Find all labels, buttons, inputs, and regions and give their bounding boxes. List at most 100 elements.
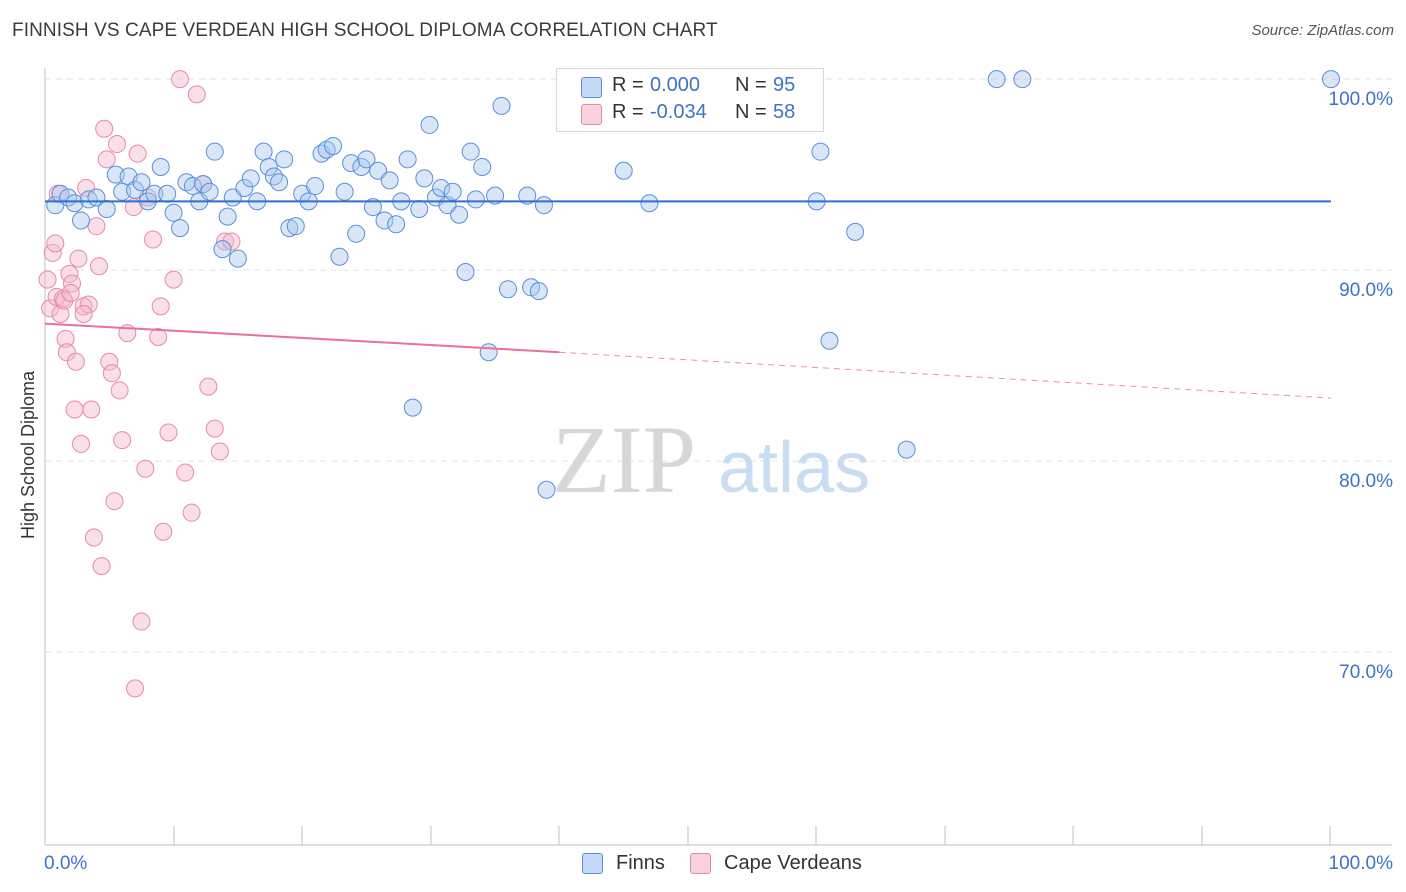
data-point-cape-verdeans: [57, 343, 76, 362]
data-point-cape-verdeans: [97, 150, 116, 169]
data-point-cape-verdeans: [128, 144, 147, 163]
data-point-finns: [335, 182, 354, 201]
data-point-finns: [456, 263, 475, 282]
data-point-finns: [450, 205, 469, 224]
legend-n-label: N =: [735, 74, 767, 96]
data-point-finns: [432, 178, 451, 197]
data-point-finns: [461, 142, 480, 161]
data-point-cape-verdeans: [176, 463, 195, 482]
data-point-finns: [97, 199, 116, 218]
data-point-finns: [398, 150, 417, 169]
data-point-finns: [254, 142, 273, 161]
data-point-finns: [241, 169, 260, 188]
data-point-cape-verdeans: [136, 459, 155, 478]
y-axis-label: High School Diploma: [18, 370, 38, 539]
series-legend: Finns Cape Verdeans: [0, 852, 1406, 878]
series-legend-label-cape-verdeans: Cape Verdeans: [724, 852, 862, 874]
trend-line-cape-verdeans-extrapolated: [559, 351, 1332, 399]
legend-r-label: R =: [612, 101, 644, 123]
data-point-cape-verdeans: [126, 679, 145, 698]
data-point-cape-verdeans: [92, 557, 111, 576]
data-point-finns: [126, 180, 145, 199]
data-point-cape-verdeans: [61, 284, 80, 303]
data-point-finns: [820, 331, 839, 350]
data-point-finns: [811, 142, 830, 161]
points-layer: [38, 70, 1340, 698]
data-point-finns: [228, 249, 247, 268]
data-point-finns: [171, 219, 190, 238]
data-point-finns: [987, 70, 1006, 89]
data-point-cape-verdeans: [222, 232, 241, 251]
data-point-finns: [387, 215, 406, 234]
grid-layer: [45, 78, 1392, 653]
legend-n-value-cape-verdeans: 58: [773, 101, 796, 123]
data-point-finns: [473, 157, 492, 176]
y-tick-label: 80.0%: [1339, 471, 1393, 492]
data-point-finns: [218, 207, 237, 226]
data-point-cape-verdeans: [69, 249, 88, 268]
data-point-finns: [286, 217, 305, 236]
data-point-finns: [275, 150, 294, 169]
data-point-finns: [357, 150, 376, 169]
data-point-finns: [380, 171, 399, 190]
legend-r-value-finns: 0.000: [650, 74, 701, 96]
data-point-finns: [363, 198, 382, 217]
data-point-finns: [280, 219, 299, 238]
source-label: Source: ZipAtlas.com: [1251, 22, 1394, 39]
watermark-zip: ZIP: [552, 406, 696, 513]
y-tick-label: 100.0%: [1329, 89, 1394, 110]
data-point-cape-verdeans: [210, 442, 229, 461]
data-point-finns: [375, 211, 394, 230]
data-point-cape-verdeans: [113, 431, 132, 450]
y-tick-label: 90.0%: [1339, 280, 1393, 301]
data-point-finns: [492, 96, 511, 115]
watermark-atlas: atlas: [718, 428, 870, 508]
data-point-finns: [518, 186, 537, 205]
legend-swatch-cape-verdeans: [581, 104, 602, 125]
data-point-finns: [529, 282, 548, 301]
data-point-finns: [264, 167, 283, 186]
data-point-cape-verdeans: [199, 377, 218, 396]
data-point-cape-verdeans: [100, 352, 119, 371]
legend-row-cape-verdeans: R = -0.034 N = 58: [557, 101, 823, 127]
data-point-cape-verdeans: [151, 297, 170, 316]
data-point-cape-verdeans: [164, 270, 183, 289]
data-point-finns: [342, 154, 361, 173]
data-point-cape-verdeans: [159, 423, 178, 442]
data-point-cape-verdeans: [154, 522, 173, 541]
labels-layer: 70.0% 80.0% 90.0% 100.0% 0.0% 100.0% High Scho…: [18, 89, 1393, 874]
data-point-finns: [846, 222, 865, 241]
data-point-finns: [200, 182, 219, 201]
legend-row-finns: R = 0.000 N = 95: [557, 74, 823, 100]
data-point-cape-verdeans: [66, 352, 85, 371]
x-tick-label: 0.0%: [44, 853, 87, 874]
data-point-finns: [410, 199, 429, 218]
data-point-finns: [403, 398, 422, 417]
data-point-cape-verdeans: [38, 270, 57, 289]
data-point-cape-verdeans: [46, 234, 65, 253]
data-point-cape-verdeans: [84, 528, 103, 547]
legend-swatch-finns: [581, 77, 602, 98]
data-point-cape-verdeans: [82, 400, 101, 419]
data-point-cape-verdeans: [90, 257, 109, 276]
data-point-finns: [537, 480, 556, 499]
data-point-finns: [486, 186, 505, 205]
data-point-finns: [213, 240, 232, 259]
data-point-cape-verdeans: [144, 230, 163, 249]
data-point-finns: [72, 211, 91, 230]
series-legend-label-finns: Finns: [616, 852, 665, 874]
data-point-cape-verdeans: [95, 119, 114, 138]
data-point-cape-verdeans: [72, 434, 91, 453]
series-legend-swatch-cape-verdeans: [690, 853, 711, 874]
data-point-finns: [466, 190, 485, 209]
data-point-cape-verdeans: [110, 381, 129, 400]
data-point-cape-verdeans: [132, 612, 151, 631]
data-point-cape-verdeans: [171, 70, 190, 89]
data-point-cape-verdeans: [51, 305, 70, 324]
data-point-finns: [324, 136, 343, 155]
data-point-cape-verdeans: [187, 85, 206, 104]
series-legend-swatch-finns: [582, 853, 603, 874]
x-tick-label: 100.0%: [1329, 853, 1394, 874]
data-point-cape-verdeans: [105, 492, 124, 511]
